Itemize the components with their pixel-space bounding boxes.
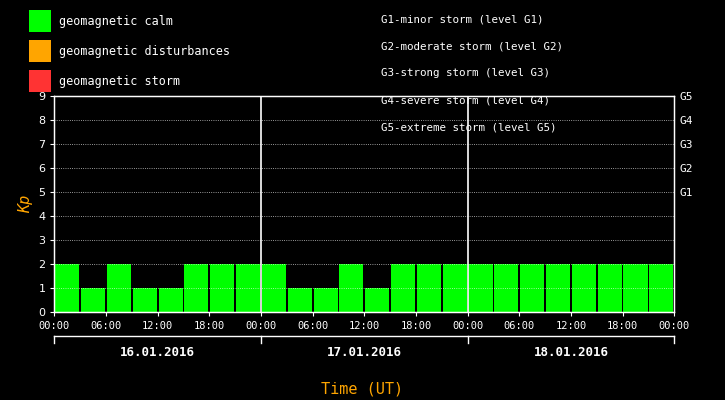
Bar [546,264,570,312]
Text: G1-minor storm (level G1): G1-minor storm (level G1) [381,14,543,24]
Text: G4-severe storm (level G4): G4-severe storm (level G4) [381,96,550,106]
Bar [313,288,338,312]
Bar [624,264,647,312]
Bar [184,264,209,312]
Text: Time (UT): Time (UT) [321,381,404,396]
Text: G2-moderate storm (level G2): G2-moderate storm (level G2) [381,41,563,51]
Bar [443,264,467,312]
Bar [210,264,234,312]
Bar [597,264,622,312]
Bar [339,264,363,312]
Text: geomagnetic calm: geomagnetic calm [59,14,173,28]
Text: G3-strong storm (level G3): G3-strong storm (level G3) [381,68,550,78]
Bar [650,264,674,312]
Bar [468,264,492,312]
Text: G5-extreme storm (level G5): G5-extreme storm (level G5) [381,123,556,133]
Text: geomagnetic storm: geomagnetic storm [59,74,181,88]
Text: 17.01.2016: 17.01.2016 [327,346,402,359]
Bar [520,264,544,312]
Bar [159,288,183,312]
Bar [133,288,157,312]
Bar [288,288,312,312]
Bar [262,264,286,312]
Bar [55,264,79,312]
Y-axis label: Kp: Kp [17,195,33,213]
Bar [494,264,518,312]
Bar [417,264,441,312]
Text: 18.01.2016: 18.01.2016 [534,346,608,359]
Bar [236,264,260,312]
Bar [365,288,389,312]
Text: 16.01.2016: 16.01.2016 [120,346,195,359]
Bar [107,264,131,312]
Bar [391,264,415,312]
Bar [572,264,596,312]
Bar [81,288,105,312]
Text: geomagnetic disturbances: geomagnetic disturbances [59,44,231,58]
